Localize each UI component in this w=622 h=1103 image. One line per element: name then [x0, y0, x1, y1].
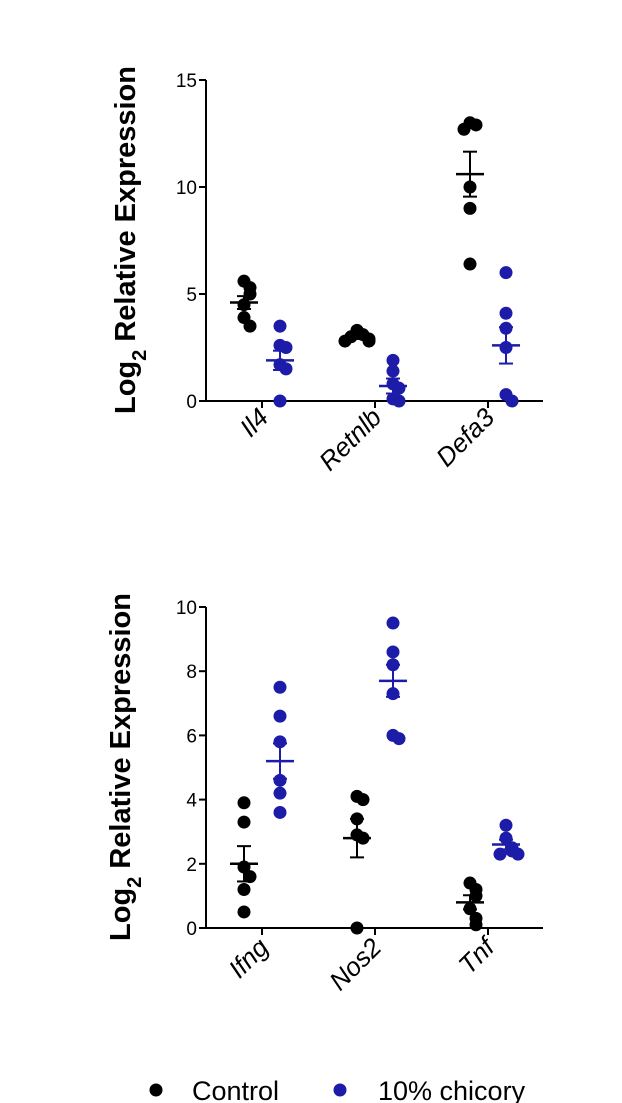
data-point	[499, 831, 513, 845]
legend-marker	[333, 1083, 347, 1097]
data-point	[279, 341, 293, 354]
data-point	[237, 815, 251, 829]
data-point	[386, 353, 400, 367]
data-point	[273, 805, 287, 819]
data-point	[273, 394, 287, 408]
data-point	[243, 287, 257, 301]
data-point	[350, 921, 364, 935]
y-tick-label: 2	[186, 855, 197, 876]
data-point	[386, 645, 400, 659]
data-point	[511, 847, 525, 861]
legend: Control 10% chicory	[149, 1076, 526, 1103]
category-label: Defa3	[430, 402, 501, 473]
category-label: Tnf	[452, 930, 502, 980]
data-point	[499, 306, 513, 320]
data-point	[392, 394, 406, 408]
category-label: Nos2	[323, 932, 388, 997]
chart-panel-2: 0 2 4 6 8 10 Ifng Nos2 Tnf Log2 Relative Expressi…	[105, 593, 543, 996]
y-tick-label: 5	[186, 285, 197, 306]
y-axis-label: Log2 Relative Expression	[110, 66, 151, 414]
data-point	[493, 847, 507, 861]
y-tick-label: 10	[176, 178, 197, 199]
y-tick-label: 10	[176, 598, 197, 619]
legend-marker	[149, 1083, 163, 1097]
data-point	[386, 616, 400, 630]
data-point	[356, 793, 370, 807]
data-point	[243, 319, 257, 333]
data-point	[499, 818, 513, 832]
data-point	[237, 796, 251, 810]
y-tick-label: 0	[186, 392, 197, 413]
data-point	[273, 709, 287, 723]
y-tick-label: 15	[176, 71, 197, 92]
y-tick-label: 4	[186, 791, 197, 812]
y-axis-label: Log2 Relative Expression	[105, 593, 146, 941]
data-point	[273, 786, 287, 800]
data-point	[469, 118, 483, 132]
y-tick-label: 0	[186, 919, 197, 940]
data-point	[243, 870, 257, 884]
data-point	[237, 882, 251, 896]
y-tick-label: 8	[186, 662, 197, 683]
data-point	[273, 680, 287, 694]
data-point	[505, 394, 519, 408]
legend-label: 10% chicory	[378, 1076, 526, 1103]
data-point	[386, 364, 400, 378]
data-point	[457, 122, 471, 136]
y-tick-label: 6	[186, 726, 197, 747]
data-point	[273, 319, 287, 333]
data-point	[499, 266, 513, 280]
category-label: Retnlb	[313, 402, 387, 476]
data-point	[463, 257, 477, 271]
data-point	[279, 362, 293, 376]
data-point	[273, 773, 287, 787]
legend-label: Control	[192, 1076, 279, 1103]
data-point	[273, 735, 287, 749]
category-label: Il4	[234, 402, 275, 443]
data-point	[469, 918, 483, 932]
category-label: Ifng	[222, 932, 274, 984]
data-point	[463, 201, 477, 215]
data-point	[237, 905, 251, 919]
data-point	[392, 732, 406, 746]
chart-panel-1: 0 5 10 15 Il4 Retnlb Defa3 Log2 Relative Expres…	[110, 66, 543, 476]
